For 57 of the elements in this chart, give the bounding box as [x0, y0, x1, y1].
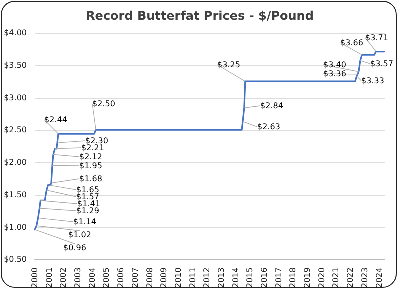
x-tick-label: 2010 — [174, 268, 183, 288]
data-label: $2.44 — [44, 116, 68, 124]
data-label: $3.71 — [366, 34, 388, 42]
data-label: $1.14 — [74, 218, 96, 226]
data-label: $2.12 — [80, 152, 102, 162]
data-label: $1.02 — [68, 230, 92, 240]
data-label: $3.40 — [324, 60, 346, 70]
x-tick-label: 2002 — [59, 268, 68, 288]
y-tick-label: $1.00 — [4, 222, 27, 232]
y-tick-label: $1.50 — [4, 190, 27, 200]
x-tick-label: 2000 — [30, 268, 40, 288]
data-label: $0.96 — [64, 244, 86, 252]
data-label: $2.21 — [82, 144, 104, 152]
x-tick-label: 2013 — [216, 268, 226, 288]
x-tick-label: 2019 — [303, 268, 312, 288]
data-label: $2.50 — [92, 100, 116, 108]
y-tick-label: $2.50 — [4, 126, 27, 135]
data-label: $1.57 — [76, 192, 100, 202]
x-tick-label: 2018 — [288, 268, 298, 288]
x-tick-label: 2022 — [346, 268, 356, 288]
x-tick-label: 2015 — [246, 268, 255, 288]
data-label: $1.68 — [80, 174, 102, 184]
data-label: $3.33 — [362, 76, 384, 86]
x-tick-label: 2017 — [274, 268, 284, 288]
data-label: $2.30 — [86, 136, 108, 146]
x-tick-label: 2014 — [231, 268, 240, 288]
y-tick-label: $0.50 — [4, 255, 27, 264]
y-tick-label: $3.50 — [4, 60, 27, 70]
data-label: $1.29 — [76, 206, 100, 216]
x-tick-label: 2003 — [74, 268, 83, 288]
data-label: $1.41 — [78, 200, 100, 208]
x-tick-label: 2023 — [360, 268, 370, 288]
x-tick-label: 2009 — [160, 268, 169, 288]
chart-title: Record Butterfat Prices - $/Pound — [86, 9, 314, 23]
data-label: $3.36 — [324, 70, 346, 78]
y-tick-label: $2.00 — [4, 158, 27, 168]
x-tick-label: 2004 — [88, 268, 97, 288]
data-label: $2.84 — [260, 102, 284, 110]
x-tick-label: 2012 — [202, 268, 212, 288]
x-tick-label: 2001 — [44, 268, 54, 288]
data-label: $3.25 — [218, 60, 240, 70]
x-tick-label: 2024 — [374, 268, 384, 288]
y-tick-label: $3.00 — [4, 93, 27, 102]
data-label: $1.95 — [80, 162, 102, 170]
data-label: $3.66 — [340, 38, 364, 48]
data-label: $1.65 — [76, 186, 100, 194]
x-tick-label: 2021 — [332, 268, 341, 288]
x-tick-label: 2007 — [130, 268, 140, 288]
data-label: $3.57 — [370, 60, 394, 68]
data-label: $2.63 — [258, 122, 280, 132]
x-tick-label: 2008 — [145, 268, 154, 288]
x-tick-label: 2006 — [116, 268, 126, 288]
y-tick-label: $4.00 — [4, 28, 27, 38]
x-tick-label: 2020 — [317, 268, 326, 288]
x-tick-label: 2011 — [188, 268, 198, 288]
x-tick-label: 2016 — [260, 268, 270, 288]
x-tick-label: 2005 — [102, 268, 112, 288]
